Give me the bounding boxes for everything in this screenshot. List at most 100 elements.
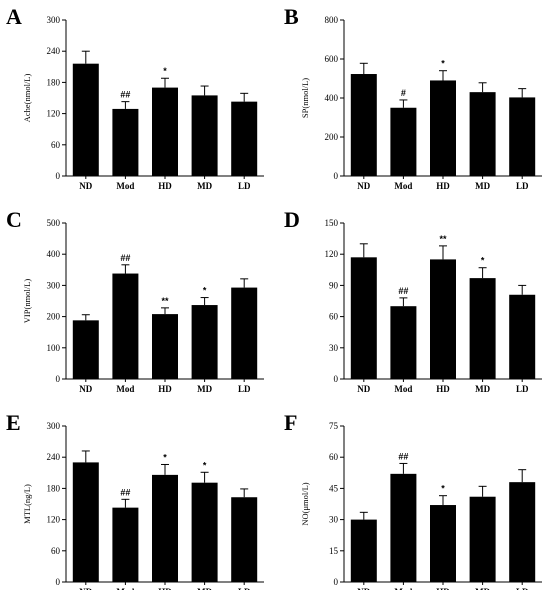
x-tick-label: ND <box>79 587 92 590</box>
y-tick-label: 300 <box>47 280 61 290</box>
bar-nd <box>72 320 99 379</box>
significance-marker: * <box>441 59 445 69</box>
x-tick-label: Mod <box>116 181 134 191</box>
y-tick-label: 0 <box>334 171 339 181</box>
y-tick-label: 0 <box>56 171 61 181</box>
x-tick-label: ND <box>357 181 370 191</box>
x-tick-label: LD <box>238 181 251 191</box>
panel-letter: C <box>6 207 22 232</box>
bar-nd <box>350 74 377 176</box>
y-tick-label: 120 <box>47 515 61 525</box>
panel-b: B 0 200 400 600 800 SP(nmol/L) ND # Mod * HD MD LD <box>284 4 542 191</box>
x-tick-label: MD <box>475 587 490 590</box>
significance-marker: ** <box>161 296 169 306</box>
y-tick-label: 400 <box>325 93 339 103</box>
bar-hd <box>430 259 456 379</box>
bar-nd <box>72 63 99 176</box>
bar-nd <box>350 257 377 379</box>
significance-marker: * <box>203 286 207 296</box>
bar-ld <box>509 482 536 582</box>
x-tick-label: Mod <box>116 384 134 394</box>
x-tick-label: LD <box>238 587 251 590</box>
y-tick-label: 120 <box>325 249 339 259</box>
bar-mod <box>390 306 417 379</box>
bar-hd <box>430 505 456 582</box>
y-tick-label: 0 <box>56 577 61 587</box>
y-tick-label: 60 <box>51 546 61 556</box>
significance-marker: ## <box>398 286 408 296</box>
x-tick-label: HD <box>436 181 450 191</box>
significance-marker: * <box>441 484 445 494</box>
y-tick-label: 45 <box>329 483 339 493</box>
bar-md <box>469 92 496 176</box>
y-tick-label: 75 <box>329 421 339 431</box>
y-tick-label: 60 <box>329 312 339 322</box>
significance-marker: ## <box>120 90 130 100</box>
y-tick-label: 90 <box>329 280 339 290</box>
x-tick-label: MD <box>197 181 212 191</box>
x-tick-label: Mod <box>394 384 412 394</box>
y-tick-label: 60 <box>329 452 339 462</box>
bar-hd <box>430 80 456 176</box>
panel-letter: B <box>284 4 299 29</box>
y-tick-label: 60 <box>51 140 61 150</box>
bar-mod <box>112 108 139 176</box>
bar-ld <box>231 101 258 176</box>
bar-mod <box>112 507 139 582</box>
bar-md <box>469 496 496 582</box>
bar-mod <box>112 273 139 379</box>
y-tick-label: 0 <box>334 374 339 384</box>
x-tick-label: LD <box>516 384 529 394</box>
bar-hd <box>152 474 178 582</box>
significance-marker: * <box>163 66 167 76</box>
y-axis-title: NO(μmol/L) <box>300 482 310 525</box>
y-tick-label: 100 <box>47 343 61 353</box>
y-tick-label: 180 <box>47 77 61 87</box>
bar-md <box>191 482 218 582</box>
x-tick-label: ND <box>357 384 370 394</box>
panel-a: A 0 60 120 180 240 300 Ache(nmol/L) ND ## Mod * HD MD… <box>6 4 264 191</box>
y-axis-title: MTL(ng/L) <box>22 484 32 524</box>
bar-mod <box>390 107 417 176</box>
panel-f: F 0 15 30 45 60 75 NO(μmol/L) ND ## Mod * HD MD LD <box>284 410 542 590</box>
x-tick-label: HD <box>436 384 450 394</box>
y-tick-label: 0 <box>56 374 61 384</box>
x-tick-label: MD <box>197 587 212 590</box>
y-tick-label: 30 <box>329 343 339 353</box>
y-tick-label: 240 <box>47 452 61 462</box>
x-tick-label: HD <box>158 587 172 590</box>
y-tick-label: 180 <box>47 483 61 493</box>
bar-nd <box>72 462 99 582</box>
y-axis-title: SP(nmol/L) <box>300 78 310 118</box>
x-tick-label: Mod <box>394 181 412 191</box>
x-tick-label: MD <box>197 384 212 394</box>
bar-nd <box>350 519 377 582</box>
x-tick-label: MD <box>475 181 490 191</box>
y-axis-title: Ache(nmol/L) <box>22 74 32 123</box>
panel-letter: A <box>6 4 22 29</box>
x-tick-label: HD <box>436 587 450 590</box>
y-tick-label: 200 <box>47 312 61 322</box>
x-tick-label: ND <box>79 384 92 394</box>
y-tick-label: 300 <box>47 421 61 431</box>
significance-marker: ## <box>398 451 408 461</box>
bar-md <box>191 95 218 176</box>
y-tick-label: 150 <box>325 218 339 228</box>
significance-marker: ## <box>120 253 130 263</box>
y-tick-label: 240 <box>47 46 61 56</box>
x-tick-label: HD <box>158 384 172 394</box>
y-tick-label: 120 <box>47 109 61 119</box>
bar-md <box>469 278 496 379</box>
bar-ld <box>509 294 536 379</box>
y-tick-label: 0 <box>334 577 339 587</box>
significance-marker: * <box>163 452 167 462</box>
y-tick-label: 30 <box>329 515 339 525</box>
x-tick-label: Mod <box>394 587 412 590</box>
panel-c: C 0 100 200 300 400 500 VIP(nmol/L) ND ## Mod ** HD *… <box>6 207 264 394</box>
significance-marker: * <box>203 460 207 470</box>
panel-letter: F <box>284 410 297 435</box>
x-tick-label: LD <box>238 384 251 394</box>
panel-letter: D <box>284 207 300 232</box>
bar-ld <box>509 97 536 176</box>
